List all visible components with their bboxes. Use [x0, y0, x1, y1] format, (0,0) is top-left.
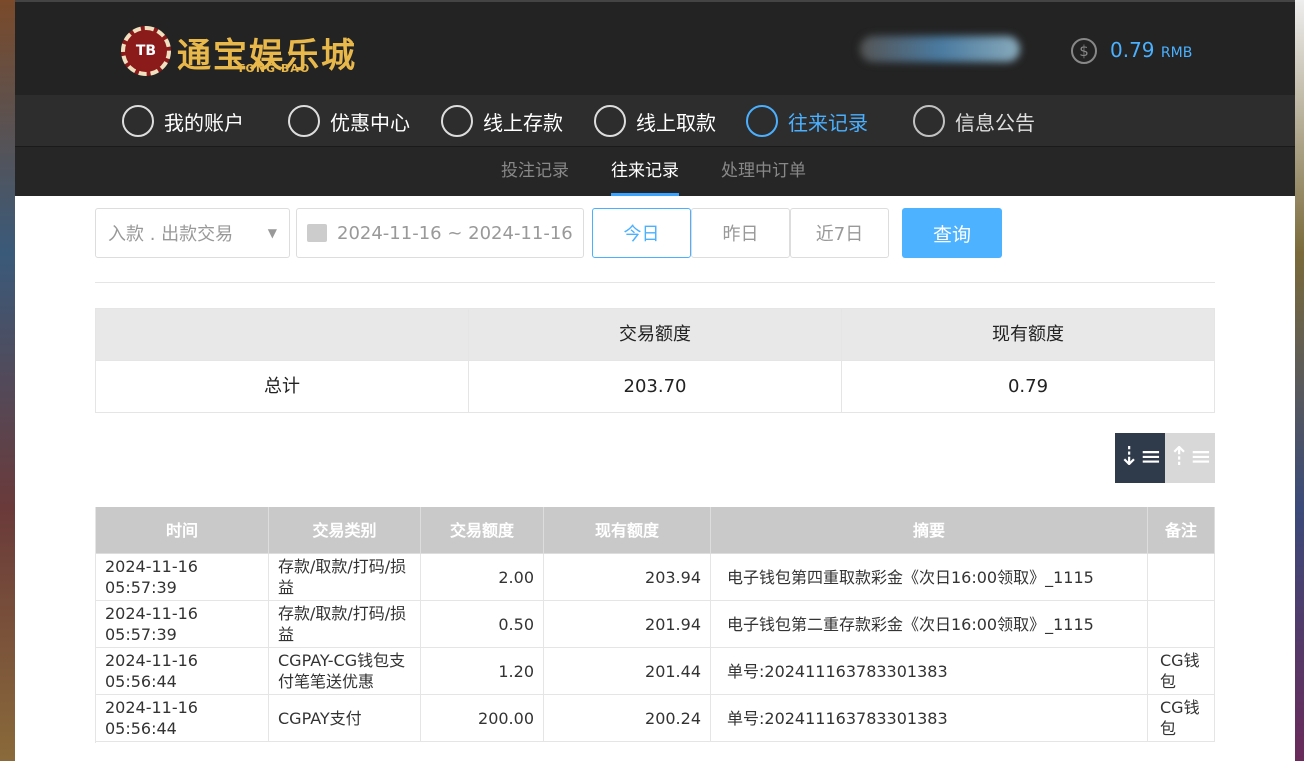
- table-cell: CGPAY支付: [269, 695, 421, 742]
- nav-item[interactable]: 往来记录: [746, 95, 868, 147]
- summary-value: 203.70: [469, 361, 842, 413]
- date-range-text: 2024-11-16 ~ 2024-11-16: [337, 222, 573, 244]
- nav-item[interactable]: 优惠中心: [288, 95, 410, 147]
- nav-item[interactable]: 线上取款: [594, 95, 716, 147]
- type-select[interactable]: 入款 . 出款交易 ▼: [95, 208, 290, 258]
- sub-tab[interactable]: 往来记录: [611, 147, 679, 196]
- date-range[interactable]: 2024-11-16 ~ 2024-11-16: [296, 208, 584, 258]
- quick-button[interactable]: 近7日: [790, 208, 889, 258]
- sub-tab[interactable]: 处理中订单: [721, 161, 806, 181]
- table-cell: 2024-11-16 05:57:39: [96, 601, 269, 648]
- table-cell: 201.44: [544, 648, 711, 695]
- sub-tabs: 投注记录 往来记录 处理中订单: [15, 147, 1295, 196]
- nav-item[interactable]: 线上存款: [441, 95, 563, 147]
- logo-title: 通宝娱乐城: [177, 36, 357, 76]
- summary-header: 交易额度: [469, 309, 842, 361]
- nav-icon: [441, 105, 473, 137]
- quick-button[interactable]: 今日: [592, 208, 691, 258]
- summary-header: 现有额度: [842, 309, 1215, 361]
- nav-icon: [288, 105, 320, 137]
- background-left: [0, 0, 15, 761]
- search-button[interactable]: 查询: [902, 208, 1002, 258]
- divider: [95, 282, 1215, 283]
- table-cell: CG钱包: [1148, 648, 1215, 695]
- nav-label: 优惠中心: [330, 110, 410, 135]
- balance-value: 0.79: [1110, 38, 1155, 62]
- nav-item[interactable]: 我的账户: [122, 95, 244, 147]
- balance: 0.79 RMB: [1110, 38, 1192, 62]
- logo-subtitle: TONG BAO: [237, 62, 311, 75]
- table-header: 摘要: [711, 507, 1148, 554]
- type-select-text: 入款 . 出款交易: [108, 224, 234, 245]
- table-cell: 200.24: [544, 695, 711, 742]
- summary-header-blank: [96, 309, 469, 361]
- table-cell: 电子钱包第四重取款彩金《次日16:00领取》_1115: [711, 554, 1148, 601]
- nav-bar: 我的账户 优惠中心 线上存款 线上取款 往来记录 信息公告: [15, 95, 1295, 147]
- nav-label: 线上存款: [483, 110, 563, 135]
- table-header: 现有额度: [544, 507, 711, 554]
- summary-table: 交易额度 现有额度总计 203.70 0.79: [95, 308, 1215, 413]
- records-table: 时间 交易类别 交易额度 现有额度 摘要 备注 2024-11-16 05:57:39 存款/…: [95, 507, 1215, 743]
- table-cell: CG钱包: [1148, 695, 1215, 742]
- table-cell: 203.94: [544, 554, 711, 601]
- nav-item[interactable]: 信息公告: [913, 95, 1035, 147]
- table-cell: 存款/取款/打码/损益: [269, 601, 421, 648]
- table-cell: 2024-11-16 05:56:44: [96, 695, 269, 742]
- modal: TB 通宝娱乐城 TONG BAO $ 0.79 RMB 我的账户 优惠中心 线上存…: [15, 0, 1295, 761]
- table-cell: 0.50: [421, 601, 544, 648]
- table-cell: 2024-11-16 05:56:44: [96, 648, 269, 695]
- nav-label: 往来记录: [788, 110, 868, 135]
- table-cell: 单号:202411163783301383: [711, 695, 1148, 742]
- table-cell: 2024-11-16 05:57:39: [96, 554, 269, 601]
- nav-icon: [746, 105, 778, 137]
- table-cell: 2.00: [421, 554, 544, 601]
- nav-icon: [122, 105, 154, 137]
- header: TB 通宝娱乐城 TONG BAO $ 0.79 RMB: [15, 0, 1295, 95]
- username-blurred: [860, 36, 1020, 62]
- table-header: 交易类别: [269, 507, 421, 554]
- table-cell: 201.94: [544, 601, 711, 648]
- table-cell: 存款/取款/打码/损益: [269, 554, 421, 601]
- nav-label: 信息公告: [955, 110, 1035, 135]
- table-cell: CGPAY-CG钱包支付笔笔送优惠: [269, 648, 421, 695]
- coin-icon: $: [1071, 38, 1097, 64]
- sort-desc[interactable]: ⇣≡: [1115, 433, 1165, 483]
- summary-value: 0.79: [842, 361, 1215, 413]
- table-cell: [1148, 554, 1215, 601]
- table-cell: 200.00: [421, 695, 544, 742]
- background-right: [1295, 0, 1304, 761]
- table-cell: [1148, 601, 1215, 648]
- nav-label: 我的账户: [164, 110, 244, 135]
- sort-asc[interactable]: ⇡≡: [1165, 433, 1215, 483]
- quick-button[interactable]: 昨日: [691, 208, 790, 258]
- table-header: 备注: [1148, 507, 1215, 554]
- sub-tab[interactable]: 投注记录: [501, 161, 569, 181]
- logo-badge: TB: [121, 26, 171, 76]
- nav-label: 线上取款: [636, 110, 716, 135]
- nav-icon: [594, 105, 626, 137]
- summary-label: 总计: [96, 361, 469, 413]
- nav-icon: [913, 105, 945, 137]
- currency: RMB: [1160, 45, 1193, 61]
- table-header: 交易额度: [421, 507, 544, 554]
- table-cell: 1.20: [421, 648, 544, 695]
- table-cell: 电子钱包第二重存款彩金《次日16:00领取》_1115: [711, 601, 1148, 648]
- table-cell: 单号:202411163783301383: [711, 648, 1148, 695]
- table-header: 时间: [96, 507, 269, 554]
